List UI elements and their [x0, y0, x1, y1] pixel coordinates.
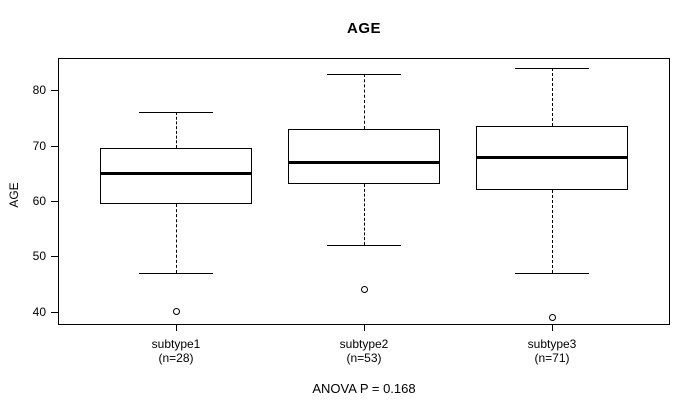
y-tick [51, 256, 58, 257]
y-tick-label: 80 [32, 83, 46, 97]
group-n-label: (n=53) [346, 350, 382, 365]
whisker-lower-cap [139, 273, 213, 274]
outlier-point [548, 313, 556, 321]
whisker-lower-cap [327, 245, 401, 246]
group-n-label: (n=71) [534, 350, 570, 365]
outlier-point [360, 286, 368, 294]
whisker-lower-cap [515, 273, 589, 274]
median-line [100, 172, 252, 176]
y-tick-label: 60 [32, 194, 46, 208]
whisker-upper-cap [327, 74, 401, 75]
y-tick [51, 201, 58, 202]
x-tick-label-group: subtype2 (n=53) [294, 337, 434, 365]
y-tick [51, 312, 58, 313]
median-line [288, 161, 440, 165]
iqr-box [288, 128, 440, 185]
outlier-point [172, 308, 180, 316]
y-tick [51, 146, 58, 147]
x-tick [364, 325, 365, 331]
y-tick-label: 50 [32, 249, 46, 263]
y-tick [51, 90, 58, 91]
y-tick-label: 70 [32, 139, 46, 153]
median-line [476, 155, 628, 159]
x-tick [176, 325, 177, 331]
y-tick-label: 40 [32, 305, 46, 319]
whisker-upper-cap [139, 112, 213, 113]
x-tick-label-group: subtype1 (n=28) [106, 337, 246, 365]
chart-title: AGE [346, 20, 381, 37]
group-name-label: subtype3 [527, 337, 577, 351]
whisker-upper-stem [552, 67, 553, 127]
group-name-label: subtype1 [151, 337, 201, 351]
anova-p-label: ANOVA P = 0.168 [312, 381, 416, 396]
group-n-label: (n=28) [158, 350, 194, 365]
whisker-upper-stem [176, 112, 177, 149]
x-tick-label-group: subtype3 (n=71) [482, 337, 622, 365]
whisker-lower-stem [364, 184, 365, 246]
group-name-label: subtype2 [339, 337, 389, 351]
whisker-upper-stem [364, 73, 365, 129]
whisker-lower-stem [552, 189, 553, 273]
x-tick [552, 325, 553, 331]
whisker-lower-stem [176, 203, 177, 273]
iqr-box [100, 148, 252, 204]
whisker-upper-cap [515, 68, 589, 69]
